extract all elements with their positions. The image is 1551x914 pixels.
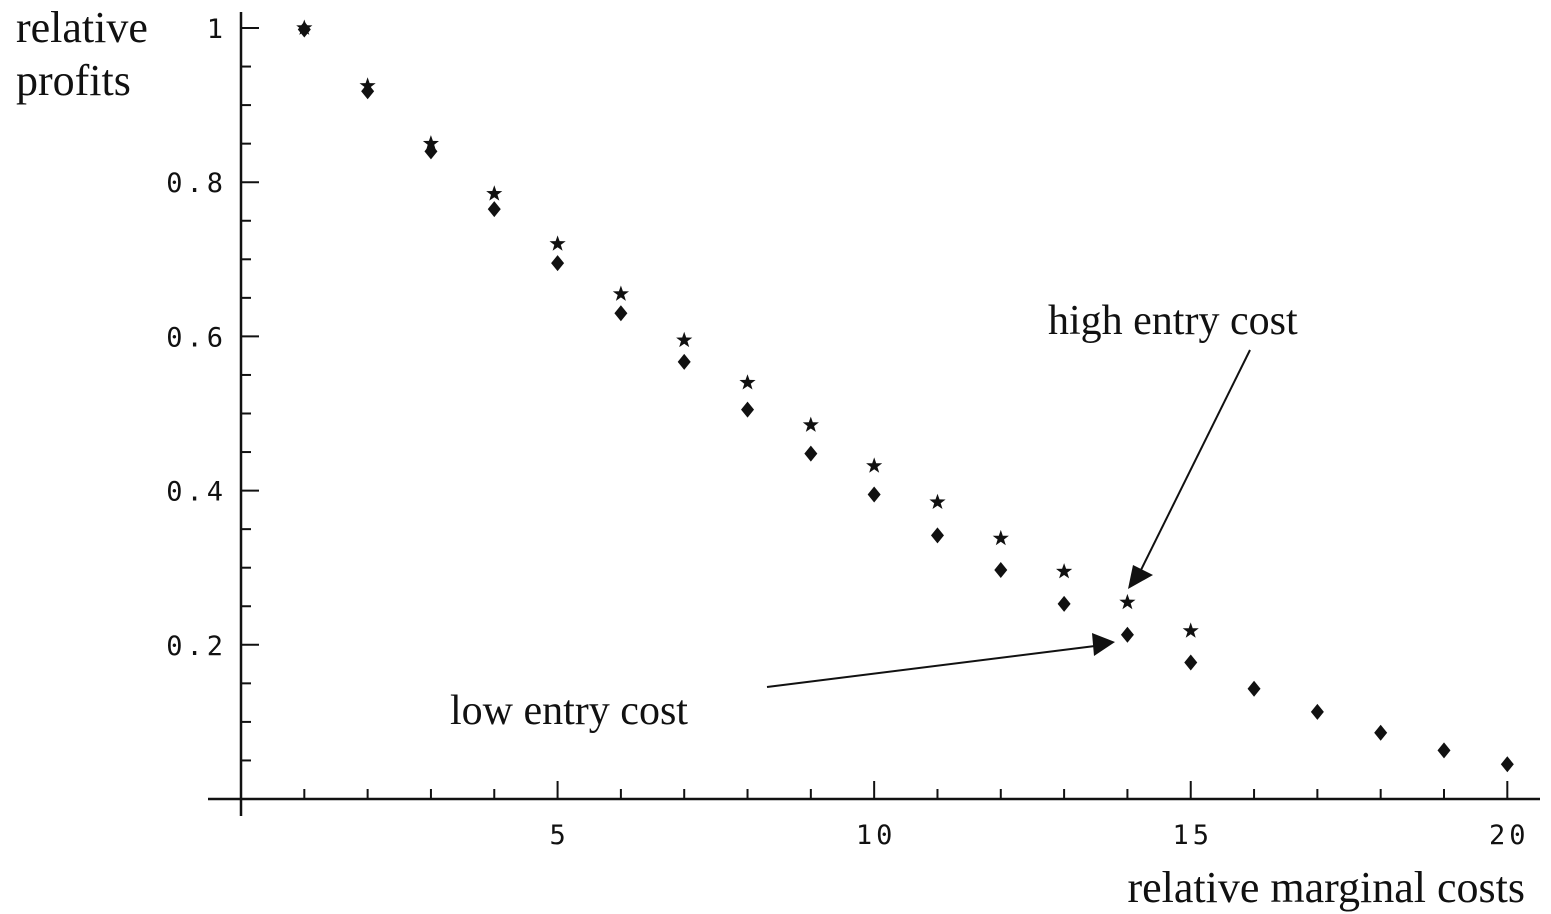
data-point-diamond <box>1437 742 1451 759</box>
data-point-star <box>929 493 946 509</box>
x-axis-title: relative marginal costs <box>1127 863 1525 912</box>
data-point-star <box>1056 563 1073 579</box>
annotation-high-entry-cost: high entry cost <box>1048 298 1298 344</box>
data-point-diamond <box>361 83 375 100</box>
axes <box>208 12 1540 816</box>
data-point-star <box>866 457 883 473</box>
y-tick-label: 0.2 <box>166 631 227 662</box>
data-point-star <box>612 285 629 301</box>
data-point-diamond <box>1310 703 1324 720</box>
arrowhead-low-entry-cost <box>1092 633 1115 656</box>
data-point-diamond <box>614 305 628 322</box>
arrowhead-high-entry-cost <box>1128 565 1153 589</box>
data-point-star <box>1182 622 1199 638</box>
data-point-diamond <box>297 21 311 38</box>
y-tick-label: 0.4 <box>166 477 227 508</box>
tick-labels: 5 10 15 20 0.2 0.4 0.6 0.8 1 <box>166 14 1530 851</box>
data-point-star <box>802 416 819 432</box>
data-point-diamond <box>487 201 501 218</box>
x-tick-label: 20 <box>1489 820 1530 851</box>
data-point-star <box>676 331 693 348</box>
x-tick-label: 15 <box>1172 820 1213 851</box>
arrow-high-entry-cost <box>1138 349 1251 575</box>
data-point-star <box>549 235 566 251</box>
data-points <box>296 19 1514 773</box>
data-point-diamond <box>1500 756 1514 773</box>
data-point-diamond <box>1247 680 1261 697</box>
data-point-star <box>486 185 503 201</box>
y-tick-label: 0.8 <box>166 168 227 199</box>
data-point-diamond <box>1120 626 1134 643</box>
data-point-diamond <box>930 527 944 544</box>
annotation-low-entry-cost: low entry cost <box>450 688 688 734</box>
data-point-diamond <box>867 486 881 503</box>
arrow-low-entry-cost <box>766 645 1096 688</box>
data-point-diamond <box>424 143 438 160</box>
x-tick-label: 5 <box>549 820 569 851</box>
data-point-diamond <box>994 562 1008 579</box>
y-axis-title-line-1: relative <box>16 3 148 52</box>
data-point-diamond <box>551 255 565 272</box>
y-axis-title-line-2: profits <box>16 56 131 105</box>
data-point-diamond <box>1057 595 1071 612</box>
data-point-diamond <box>804 445 818 462</box>
annotations: high entry cost low entry cost <box>450 298 1298 734</box>
data-point-star <box>1119 593 1136 610</box>
x-tick-label: 10 <box>856 820 897 851</box>
y-tick-label: 0.6 <box>166 322 227 353</box>
data-point-star <box>739 374 756 390</box>
tick-marks <box>241 27 1509 799</box>
data-point-star <box>422 135 439 151</box>
y-tick-label: 1 <box>207 14 227 45</box>
data-point-diamond <box>1184 654 1198 671</box>
data-point-diamond <box>1374 724 1388 741</box>
data-point-star <box>992 529 1009 546</box>
data-point-diamond <box>677 353 691 370</box>
data-point-diamond <box>741 401 755 418</box>
